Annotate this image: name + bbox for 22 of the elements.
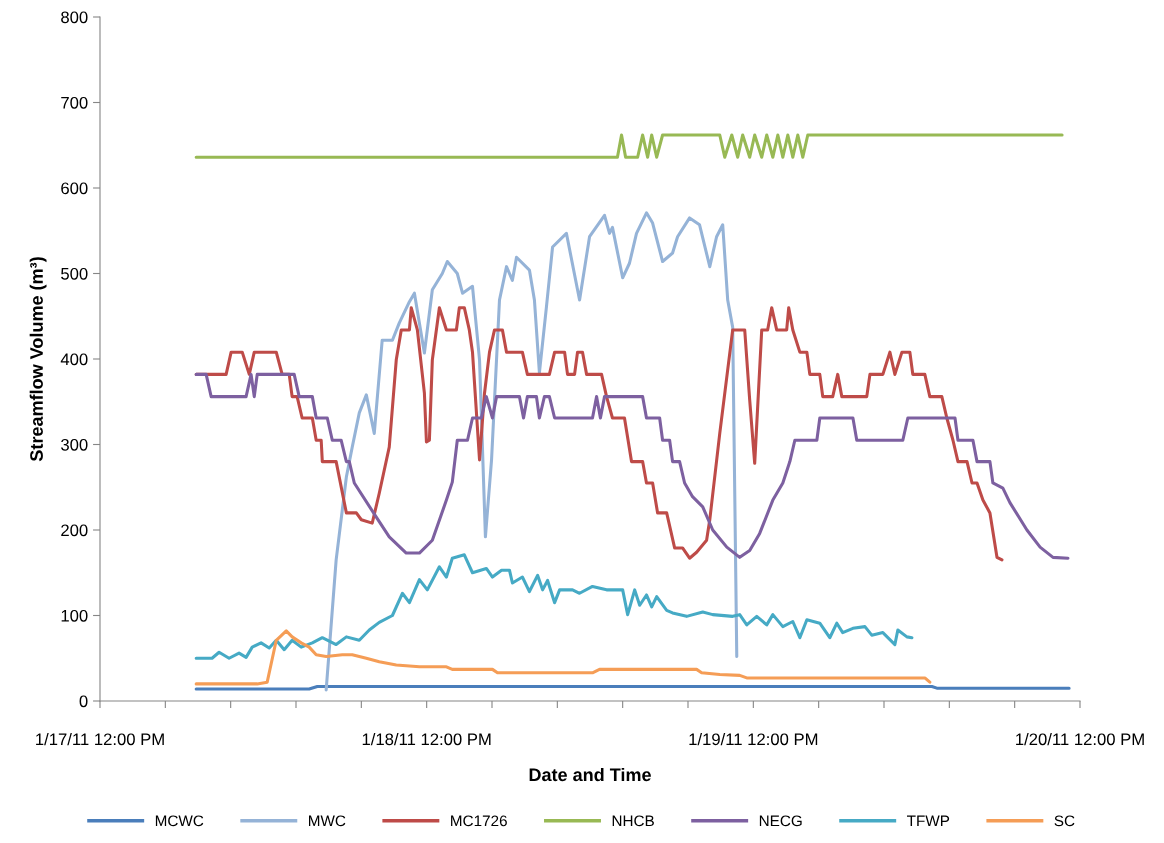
y-tick-label: 600 bbox=[61, 182, 88, 195]
x-tick-label: 1/18/11 12:00 PM bbox=[362, 732, 491, 746]
legend-label: MC1726 bbox=[451, 815, 507, 827]
y-tick-label: 100 bbox=[61, 609, 88, 622]
legend-label: NECG bbox=[759, 815, 802, 827]
legend-label: MCWC bbox=[155, 815, 204, 827]
y-tick-label: 0 bbox=[79, 695, 88, 708]
legend-label: MWC bbox=[309, 815, 346, 827]
legend-label: TFWP bbox=[907, 815, 950, 827]
legend-label: NHCB bbox=[612, 815, 654, 827]
x-tick-label: 1/20/11 12:00 PM bbox=[1016, 732, 1144, 746]
y-tick-label: 400 bbox=[60, 353, 88, 366]
x-tick-label: 1/17/11 12:00 PM bbox=[36, 732, 164, 746]
legend-label: SC bbox=[1054, 815, 1075, 827]
y-tick-label: 700 bbox=[61, 96, 88, 109]
y-tick-label: 200 bbox=[61, 524, 88, 537]
y-tick-label: 500 bbox=[61, 267, 88, 280]
y-axis-title: Streamflow Volume (m³) bbox=[29, 257, 47, 462]
y-tick-label: 300 bbox=[61, 438, 88, 451]
y-tick-label: 800 bbox=[61, 11, 88, 24]
x-axis-title: Date and Time bbox=[529, 767, 651, 782]
x-tick-label: 1/19/11 12:00 PM bbox=[689, 732, 818, 746]
